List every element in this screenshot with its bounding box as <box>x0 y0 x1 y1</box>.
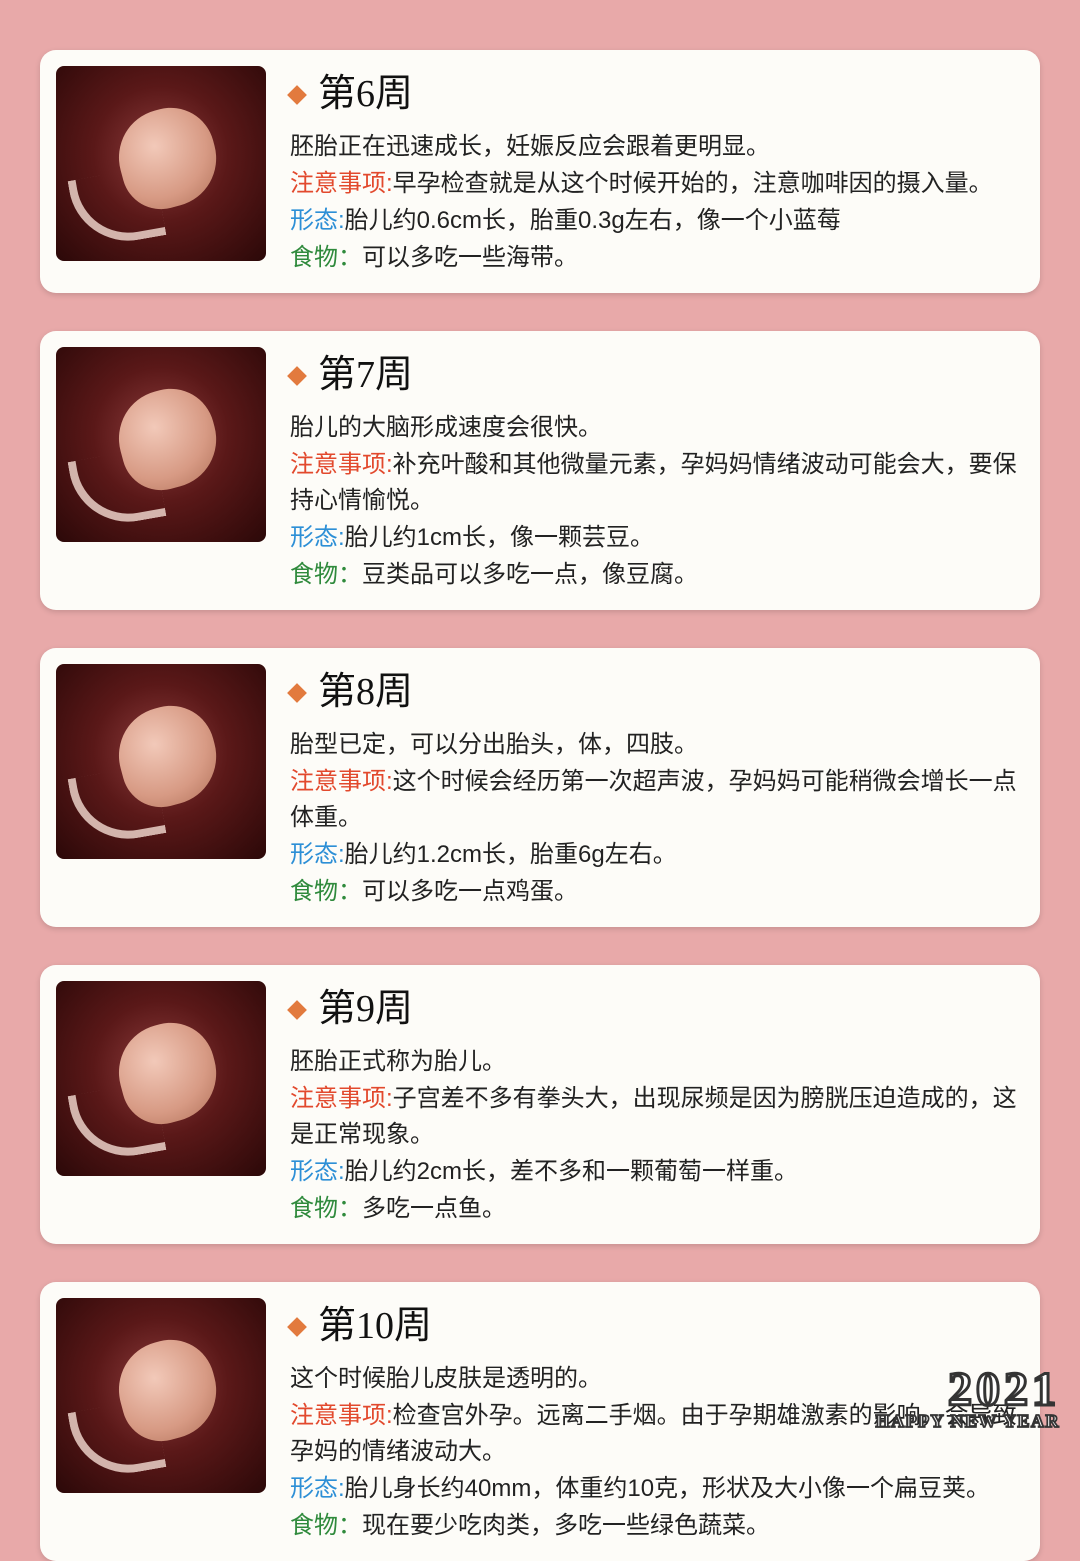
week-content: 第6周 胚胎正在迅速成长，妊娠反应会跟着更明显。 注意事项:早孕检查就是从这个时… <box>290 66 1020 277</box>
form-label: 形态: <box>290 524 345 551</box>
embryo-image <box>56 664 266 859</box>
form-label: 形态: <box>290 207 345 234</box>
note-line: 注意事项:子宫差不多有拳头大，出现尿频是因为膀胱压迫造成的，这是正常现象。 <box>290 1081 1020 1153</box>
food-text: 现在要少吃肉类，多吃一些绿色蔬菜。 <box>362 1512 770 1539</box>
week-card: 第9周 胚胎正式称为胎儿。 注意事项:子宫差不多有拳头大，出现尿频是因为膀胱压迫… <box>40 965 1040 1244</box>
form-line: 形态:胎儿约2cm长，差不多和一颗葡萄一样重。 <box>290 1154 1020 1190</box>
week-content: 第8周 胎型已定，可以分出胎头，体，四肢。 注意事项:这个时候会经历第一次超声波… <box>290 664 1020 911</box>
food-text: 豆类品可以多吃一点，像豆腐。 <box>362 561 698 588</box>
week-card: 第8周 胎型已定，可以分出胎头，体，四肢。 注意事项:这个时候会经历第一次超声波… <box>40 648 1040 927</box>
note-label: 注意事项: <box>290 1085 393 1112</box>
food-label: 食物： <box>290 1195 362 1222</box>
food-line: 食物：多吃一点鱼。 <box>290 1191 1020 1227</box>
week-title: 第7周 <box>318 347 413 404</box>
note-line: 注意事项:补充叶酸和其他微量元素，孕妈妈情绪波动可能会大，要保持心情愉悦。 <box>290 447 1020 519</box>
happy-new-year-text: HAPPY NEW YEAR <box>876 1411 1060 1432</box>
form-text: 胎儿约2cm长，差不多和一颗葡萄一样重。 <box>345 1158 798 1185</box>
form-text: 胎儿身长约40mm，体重约10克，形状及大小像一个扁豆荚。 <box>345 1475 990 1502</box>
week-title: 第9周 <box>318 981 413 1038</box>
note-label: 注意事项: <box>290 768 393 795</box>
food-line: 食物：豆类品可以多吃一点，像豆腐。 <box>290 557 1020 593</box>
bullet-icon <box>287 366 307 386</box>
embryo-image <box>56 1298 266 1493</box>
note-line: 注意事项:早孕检查就是从这个时候开始的，注意咖啡因的摄入量。 <box>290 166 1020 202</box>
embryo-image <box>56 347 266 542</box>
food-line: 食物：可以多吃一些海带。 <box>290 240 1020 276</box>
food-label: 食物： <box>290 878 362 905</box>
note-text: 这个时候会经历第一次超声波，孕妈妈可能稍微会增长一点体重。 <box>290 768 1017 831</box>
week-card: 第7周 胎儿的大脑形成速度会很快。 注意事项:补充叶酸和其他微量元素，孕妈妈情绪… <box>40 331 1040 610</box>
food-text: 可以多吃一些海带。 <box>362 244 578 271</box>
form-line: 形态:胎儿约1cm长，像一颗芸豆。 <box>290 520 1020 556</box>
week-card: 第6周 胚胎正在迅速成长，妊娠反应会跟着更明显。 注意事项:早孕检查就是从这个时… <box>40 50 1040 293</box>
form-line: 形态:胎儿约0.6cm长，胎重0.3g左右，像一个小蓝莓 <box>290 203 1020 239</box>
bullet-icon <box>287 683 307 703</box>
form-text: 胎儿约0.6cm长，胎重0.3g左右，像一个小蓝莓 <box>345 207 841 234</box>
embryo-image <box>56 981 266 1176</box>
embryo-image <box>56 66 266 261</box>
week-title: 第8周 <box>318 664 413 721</box>
food-label: 食物： <box>290 1512 362 1539</box>
form-label: 形态: <box>290 1475 345 1502</box>
form-label: 形态: <box>290 1158 345 1185</box>
week-desc: 胚胎正在迅速成长，妊娠反应会跟着更明显。 <box>290 129 1020 165</box>
year-text: 2021 <box>876 1362 1060 1417</box>
food-line: 食物：现在要少吃肉类，多吃一些绿色蔬菜。 <box>290 1508 1020 1544</box>
food-label: 食物： <box>290 561 362 588</box>
week-title: 第6周 <box>318 66 413 123</box>
bullet-icon <box>287 1000 307 1020</box>
week-desc: 胎儿的大脑形成速度会很快。 <box>290 410 1020 446</box>
note-label: 注意事项: <box>290 451 393 478</box>
food-text: 多吃一点鱼。 <box>362 1195 506 1222</box>
week-desc: 胎型已定，可以分出胎头，体，四肢。 <box>290 727 1020 763</box>
week-content: 第7周 胎儿的大脑形成速度会很快。 注意事项:补充叶酸和其他微量元素，孕妈妈情绪… <box>290 347 1020 594</box>
week-desc: 胚胎正式称为胎儿。 <box>290 1044 1020 1080</box>
form-line: 形态:胎儿约1.2cm长，胎重6g左右。 <box>290 837 1020 873</box>
form-text: 胎儿约1.2cm长，胎重6g左右。 <box>345 841 677 868</box>
week-title: 第10周 <box>318 1298 432 1355</box>
bullet-icon <box>287 85 307 105</box>
bullet-icon <box>287 1317 307 1337</box>
food-line: 食物：可以多吃一点鸡蛋。 <box>290 874 1020 910</box>
week-content: 第9周 胚胎正式称为胎儿。 注意事项:子宫差不多有拳头大，出现尿频是因为膀胱压迫… <box>290 981 1020 1228</box>
note-text: 补充叶酸和其他微量元素，孕妈妈情绪波动可能会大，要保持心情愉悦。 <box>290 451 1017 514</box>
note-label: 注意事项: <box>290 170 393 197</box>
note-text: 子宫差不多有拳头大，出现尿频是因为膀胱压迫造成的，这是正常现象。 <box>290 1085 1017 1148</box>
note-label: 注意事项: <box>290 1402 393 1429</box>
food-label: 食物： <box>290 244 362 271</box>
footer-sticker: 2021 HAPPY NEW YEAR <box>876 1362 1060 1432</box>
note-line: 注意事项:这个时候会经历第一次超声波，孕妈妈可能稍微会增长一点体重。 <box>290 764 1020 836</box>
note-text: 早孕检查就是从这个时候开始的，注意咖啡因的摄入量。 <box>393 170 993 197</box>
form-text: 胎儿约1cm长，像一颗芸豆。 <box>345 524 654 551</box>
food-text: 可以多吃一点鸡蛋。 <box>362 878 578 905</box>
form-label: 形态: <box>290 841 345 868</box>
form-line: 形态:胎儿身长约40mm，体重约10克，形状及大小像一个扁豆荚。 <box>290 1471 1020 1507</box>
